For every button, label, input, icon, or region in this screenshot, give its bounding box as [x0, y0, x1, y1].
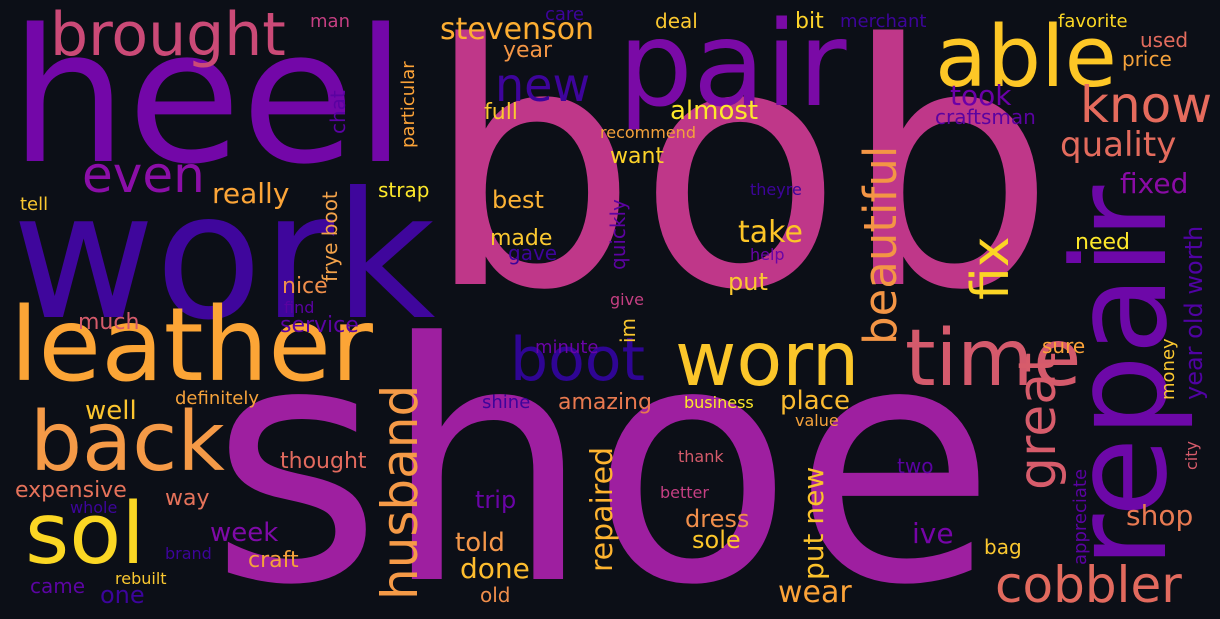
word-told: told [455, 528, 505, 558]
word-took: took [950, 79, 1012, 112]
word-take: take [738, 215, 803, 250]
word-know: know [1080, 76, 1213, 134]
word-amazing: amazing [558, 390, 652, 415]
word-find: find [284, 298, 315, 317]
word-great: great [1008, 352, 1068, 491]
word-even: even [82, 146, 205, 204]
word-want: want [610, 144, 665, 169]
word-chat: chat [326, 90, 350, 134]
word-fixed: fixed [1120, 167, 1189, 200]
word-man: man [310, 11, 350, 32]
word-trip: trip [475, 486, 517, 514]
word-really: really [212, 177, 290, 210]
word-rebuilt: rebuilt [115, 569, 167, 588]
word-made: made [490, 226, 553, 251]
word-year: year [503, 38, 553, 63]
word-sole: sole [692, 526, 741, 554]
word-price: price [1122, 47, 1172, 71]
word-craftsman: craftsman [935, 105, 1036, 129]
word-city: city [1182, 441, 1201, 470]
word-sure: sure [1042, 334, 1086, 358]
word-help: help [750, 245, 785, 264]
word-leather: leather [10, 286, 373, 405]
word-used: used [1140, 28, 1189, 52]
word-need: need [1075, 230, 1130, 255]
word-im: im [616, 317, 640, 343]
word-strap: strap [378, 178, 430, 202]
word-best: best [492, 186, 544, 214]
word-care: care [545, 4, 585, 25]
word-bit: bit [795, 9, 824, 34]
word-nice: nice [282, 274, 328, 299]
word-one: one [100, 581, 145, 609]
word-merchant: merchant [840, 11, 927, 32]
word-done: done [460, 552, 530, 585]
word-old: old [480, 583, 511, 607]
word-theyre: theyre [750, 180, 802, 199]
word-much: much [78, 310, 140, 335]
word-quality: quality [1060, 125, 1177, 165]
word-able: able [935, 8, 1117, 107]
word-deal: deal [655, 9, 698, 33]
word-full: full [484, 100, 518, 125]
word-shine: shine [482, 392, 531, 413]
word-came: came [30, 574, 86, 598]
word-boot: boot [510, 325, 646, 395]
word-put: put [728, 268, 768, 296]
word-repaired: repaired [585, 446, 620, 572]
word-back: back [30, 395, 225, 490]
word-wear: wear [778, 575, 852, 610]
word-appreciate: appreciate [1070, 468, 1091, 565]
word-bag: bag [984, 535, 1022, 559]
word-fix: fix [961, 236, 1021, 300]
word-work: work [12, 156, 436, 359]
word-tell: tell [20, 194, 49, 215]
word-way: way [165, 486, 210, 511]
word-frye-boot: frye boot [318, 191, 342, 282]
word-gave: gave [508, 241, 558, 265]
word-husband: husband [371, 384, 429, 600]
word-value: value [795, 411, 839, 430]
word-well: well [85, 396, 137, 426]
word-bob: bob [425, 0, 1056, 364]
word-ive: ive [912, 517, 954, 550]
word-money: money [1158, 338, 1179, 400]
word-dress: dress [685, 505, 750, 533]
word-thought: thought [280, 449, 367, 474]
word-particular: particular [398, 61, 419, 148]
word-favorite: favorite [1058, 11, 1128, 32]
word-two: two [897, 454, 934, 478]
word-expensive: expensive [15, 478, 127, 503]
word-pair: pair [618, 0, 847, 133]
word-brand: brand [165, 544, 212, 563]
word-almost: almost [670, 96, 759, 126]
word-whole: whole [70, 498, 118, 517]
word-new: new [495, 58, 591, 112]
word-stevenson: stevenson [440, 12, 595, 47]
word-definitely: definitely [175, 388, 260, 409]
word-put-new: put new [797, 466, 830, 580]
word-heel: heel [10, 0, 407, 205]
word-time: time [905, 314, 1082, 404]
word-beautiful: beautiful [854, 145, 907, 345]
word-week: week [210, 518, 279, 548]
word-cobbler: cobbler [995, 556, 1182, 614]
word-service: service [280, 313, 359, 338]
word-give: give [610, 290, 644, 309]
word-shop: shop [1126, 499, 1194, 532]
word-thank: thank [678, 447, 724, 466]
word-recommend: recommend [600, 123, 696, 142]
word-better: better [660, 483, 709, 502]
word-brought: brought [50, 0, 286, 70]
word-place: place [780, 386, 850, 416]
word-business: business [684, 393, 754, 412]
word-sol: sol [25, 485, 145, 584]
word-craft: craft [248, 548, 299, 573]
word-minute: minute [535, 337, 599, 358]
word-year-old-worth: year old worth [1180, 225, 1208, 400]
word-quickly: quickly [606, 199, 630, 270]
word-shoe: shoe [210, 273, 997, 619]
word-worn: worn [675, 315, 860, 403]
